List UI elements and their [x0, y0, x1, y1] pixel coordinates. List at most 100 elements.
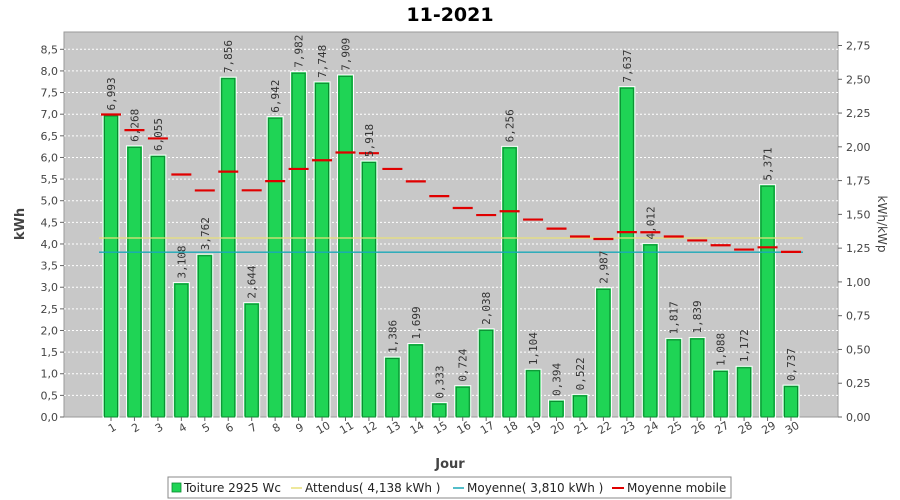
bar — [524, 368, 542, 418]
x-tick-label: 20 — [548, 419, 567, 437]
data-label: 7,748 — [316, 45, 329, 78]
y-tick-label: 7,0 — [41, 108, 59, 121]
bar — [196, 253, 214, 418]
bar — [407, 343, 425, 418]
bar — [290, 71, 308, 418]
x-tick-label: 6 — [223, 421, 236, 436]
x-tick-label: 14 — [408, 419, 427, 437]
y-tick-label: 5,5 — [41, 173, 59, 186]
x-tick-label: 2 — [129, 421, 142, 436]
legend-box — [167, 476, 732, 499]
data-label: 6,993 — [105, 77, 118, 110]
y-tick-label: 2,0 — [41, 324, 59, 337]
data-label: 2,038 — [480, 292, 493, 325]
data-label: 7,982 — [293, 35, 306, 68]
bar — [336, 74, 354, 418]
bar — [571, 393, 589, 418]
y-tick-label: 0,0 — [41, 411, 59, 424]
x-tick-label: 28 — [736, 419, 755, 437]
data-label: 2,644 — [246, 265, 259, 298]
x-tick-label: 1 — [106, 421, 119, 436]
bar — [501, 145, 519, 418]
y-tick-label: 8,0 — [41, 65, 59, 78]
data-label: 6,256 — [504, 109, 517, 142]
data-label: 7,637 — [621, 50, 634, 83]
y-tick-label: 6,0 — [41, 151, 59, 164]
bar — [454, 385, 472, 418]
x-tick-label: 13 — [384, 419, 403, 437]
x-tick-label: 30 — [783, 419, 802, 437]
bar — [313, 81, 331, 418]
bar — [477, 328, 495, 418]
bar — [266, 116, 284, 418]
y-right-tick-label: 1,00 — [846, 276, 871, 289]
y-tick-label: 0,5 — [41, 389, 59, 402]
x-tick-label: 18 — [502, 419, 521, 437]
data-label: 0,737 — [785, 348, 798, 381]
legend-swatch-bars — [171, 482, 182, 493]
data-label: 5,918 — [363, 124, 376, 157]
x-tick-label: 22 — [595, 419, 614, 437]
moving-average-series — [101, 113, 801, 253]
x-axis-title: Jour — [434, 457, 465, 472]
bar — [383, 356, 401, 418]
y-right-tick-label: 1,75 — [846, 175, 871, 188]
legend-item-average: Moyenne( 3,810 kWh ) — [467, 481, 603, 495]
bar — [149, 154, 167, 418]
y-axis-right: 0,00 0,25 0,50 0,75 1,00 1,25 1,50 1,75 2,00 2,25… — [838, 40, 871, 424]
data-labels: 6,993 6,268 6,055 3,108 3,762 7,856 2,644 6,942… — [105, 35, 798, 399]
data-label: 6,268 — [128, 109, 141, 142]
bar — [219, 76, 237, 418]
y-right-tick-label: 0,25 — [846, 377, 871, 390]
y-tick-label: 6,5 — [41, 130, 59, 143]
x-tick-label: 24 — [642, 419, 661, 437]
x-tick-label: 26 — [689, 419, 708, 437]
y-tick-label: 3,5 — [41, 260, 59, 273]
data-label: 0,394 — [551, 362, 564, 395]
x-tick-label: 29 — [759, 419, 778, 437]
data-label: 0,522 — [574, 357, 587, 390]
reference-lines — [99, 237, 803, 253]
bar — [782, 384, 800, 418]
x-tick-label: 21 — [572, 419, 591, 437]
data-label: 1,386 — [386, 320, 399, 353]
bar — [735, 365, 753, 418]
x-tick-label: 19 — [525, 419, 544, 437]
data-label: 1,699 — [410, 306, 423, 339]
y-tick-label: 5,0 — [41, 195, 59, 208]
y-tick-label: 1,5 — [41, 346, 59, 359]
x-tick-label: 3 — [153, 421, 166, 436]
x-tick-label: 8 — [270, 421, 283, 436]
bar — [641, 242, 659, 418]
y-right-tick-label: 0,00 — [846, 411, 871, 424]
bar — [594, 287, 612, 418]
legend: Toiture 2925 Wc Attendus( 4,138 kWh ) Mo… — [167, 476, 732, 499]
bar — [712, 369, 730, 418]
y-tick-label: 3,0 — [41, 281, 59, 294]
bar — [243, 302, 261, 418]
y-tick-label: 4,5 — [41, 216, 59, 229]
x-tick-label: 23 — [619, 419, 638, 437]
bar — [125, 145, 143, 418]
legend-item-bars: Toiture 2925 Wc — [183, 481, 281, 495]
y-tick-label: 1,0 — [41, 368, 59, 381]
bar — [548, 399, 566, 418]
y-right-tick-label: 1,25 — [846, 242, 871, 255]
bar — [688, 336, 706, 418]
x-tick-label: 17 — [478, 419, 497, 437]
x-axis: 1 2 3 4 5 6 7 8 9 10 11 12 13 14 15 16 17 18 19 20 21 22 23 24 2… — [106, 417, 802, 437]
bar — [665, 337, 683, 418]
y-right-tick-label: 1,50 — [846, 208, 871, 221]
data-label: 7,856 — [222, 40, 235, 73]
grid-lines — [64, 48, 838, 396]
x-tick-label: 12 — [361, 419, 380, 437]
plot-background — [63, 31, 839, 418]
data-label: 6,055 — [152, 118, 165, 151]
y-tick-label: 2,5 — [41, 303, 59, 316]
y-right-tick-label: 2,00 — [846, 141, 871, 154]
x-tick-label: 5 — [200, 421, 213, 436]
y-tick-label: 8,5 — [41, 43, 59, 56]
y-right-tick-label: 2,75 — [846, 40, 871, 53]
bar — [102, 113, 120, 418]
